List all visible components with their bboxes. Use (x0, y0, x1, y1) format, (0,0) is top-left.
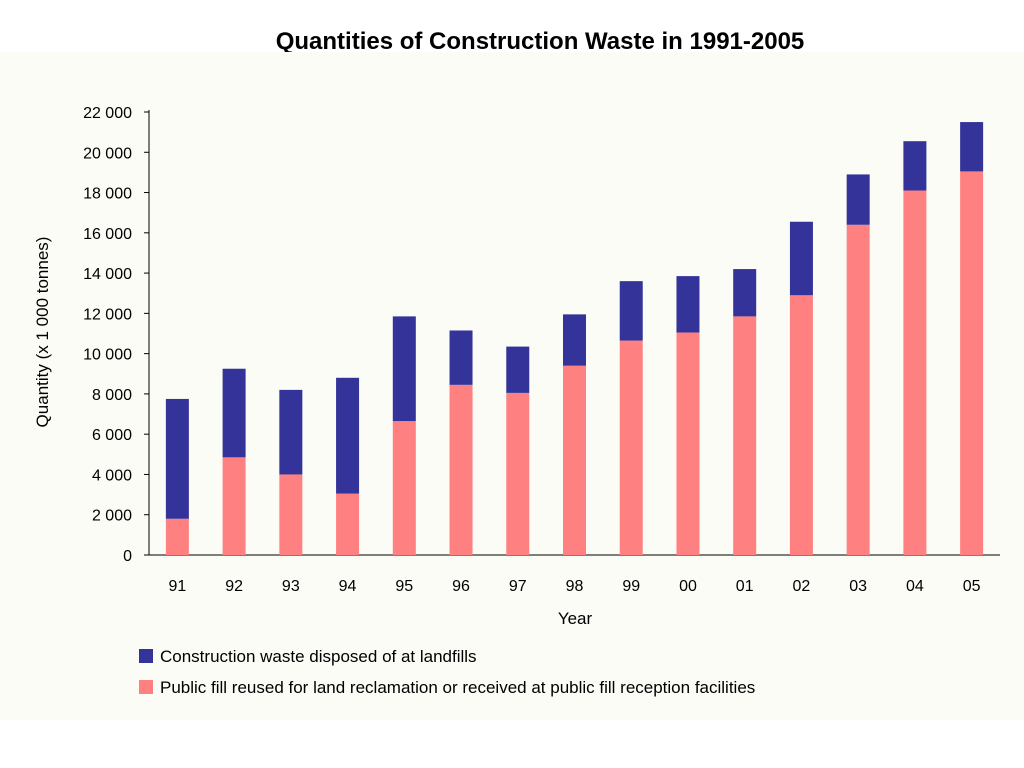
y-tick-label: 10 000 (83, 347, 132, 364)
bar-public-fill (563, 365, 586, 555)
bar-public-fill (846, 224, 870, 555)
bar-landfill (449, 330, 473, 385)
bar-landfill (336, 377, 360, 494)
bar-public-fill (279, 474, 303, 555)
bar-public-fill (733, 316, 757, 555)
legend: Construction waste disposed of at landfi… (139, 647, 755, 697)
legend-swatch (139, 649, 153, 663)
y-tick-label: 4 000 (92, 467, 132, 484)
x-tick-label: 97 (509, 578, 527, 595)
legend-label: Public fill reused for land reclamation … (160, 678, 755, 697)
chart-title: Quantities of Construction Waste in 1991… (275, 28, 805, 55)
x-axis-label: Year (558, 609, 593, 628)
bar-public-fill (506, 392, 530, 555)
bar-public-fill (676, 332, 700, 555)
y-tick-label: 22 000 (83, 105, 132, 122)
bar-public-fill (449, 384, 473, 555)
x-tick-label: 04 (906, 578, 924, 595)
y-tick-label: 18 000 (83, 186, 132, 203)
x-tick-label: 93 (282, 578, 300, 595)
legend-swatch (139, 680, 153, 694)
bar-public-fill (165, 518, 189, 555)
x-axis: 91 92 93 94 95 96 97 98 99 00 01 02 03 04 05 (149, 554, 1000, 595)
bar-public-fill (960, 171, 984, 555)
bar-public-fill (619, 340, 643, 555)
y-tick-label: 12 000 (83, 306, 132, 323)
y-tick-label: 6 000 (92, 427, 132, 444)
bar-landfill (222, 368, 246, 458)
x-tick-label: 02 (793, 578, 811, 595)
y-axis: 0 2 000 4 000 6 000 8 000 10 000 12 000 14 000 1… (83, 105, 150, 565)
bar-landfill (392, 316, 416, 422)
x-tick-label: 98 (566, 578, 584, 595)
bar-landfill (789, 221, 813, 296)
bar-landfill (619, 281, 643, 341)
y-axis-label: Quantity (x 1 000 tonnes) (33, 237, 52, 428)
bars (165, 122, 984, 556)
x-tick-label: 03 (849, 578, 867, 595)
bar-public-fill (222, 457, 246, 555)
x-tick-label: 99 (622, 578, 640, 595)
bar-public-fill (789, 295, 813, 555)
bar-public-fill (903, 190, 927, 556)
bar-landfill (506, 346, 530, 393)
x-tick-label: 92 (225, 578, 243, 595)
bar-landfill (279, 389, 303, 475)
bar-landfill (846, 174, 870, 225)
y-tick-label: 0 (123, 548, 132, 565)
x-tick-label: 01 (736, 578, 754, 595)
bar-landfill (733, 269, 757, 317)
x-tick-label: 05 (963, 578, 981, 595)
bar-landfill (165, 398, 189, 519)
y-tick-label: 16 000 (83, 226, 132, 243)
legend-label: Construction waste disposed of at landfi… (160, 647, 477, 666)
y-tick-label: 14 000 (83, 266, 132, 283)
x-tick-label: 00 (679, 578, 697, 595)
bar-landfill (960, 122, 984, 172)
y-tick-label: 2 000 (92, 508, 132, 525)
bar-public-fill (336, 493, 360, 555)
x-tick-label: 91 (168, 578, 186, 595)
x-tick-label: 94 (339, 578, 357, 595)
bar-landfill (563, 314, 586, 366)
bar-landfill (903, 141, 927, 191)
bar-landfill (676, 276, 700, 333)
bar-public-fill (392, 421, 416, 555)
y-tick-label: 20 000 (83, 145, 132, 162)
x-tick-label: 96 (452, 578, 470, 595)
y-tick-label: 8 000 (92, 387, 132, 404)
x-tick-label: 95 (395, 578, 413, 595)
